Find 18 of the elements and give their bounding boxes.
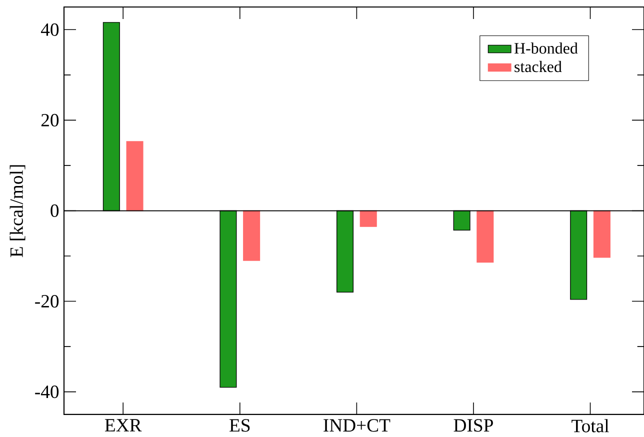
y-tick-label: 20 <box>41 114 59 126</box>
y-tick-label: -20 <box>35 294 59 308</box>
y-tick-label: -40 <box>35 386 59 398</box>
legend-label: stacked <box>514 60 562 72</box>
x-tick-label: ES <box>230 419 250 432</box>
bar <box>126 141 144 212</box>
bar <box>593 210 610 258</box>
bar <box>360 210 377 227</box>
x-tick-label: IND+CT <box>324 419 390 432</box>
bar <box>476 210 494 263</box>
y-tick-label: 0 <box>50 204 59 218</box>
legend-label: H-bonded <box>514 42 578 54</box>
bar <box>243 210 260 261</box>
x-tick-label: Total <box>572 419 609 432</box>
y-axis-title: E [kcal/mol] <box>10 165 26 258</box>
y-tick-label: 40 <box>40 23 59 36</box>
x-tick-label: DISP <box>454 419 493 432</box>
x-tick-label: EXR <box>104 419 142 432</box>
